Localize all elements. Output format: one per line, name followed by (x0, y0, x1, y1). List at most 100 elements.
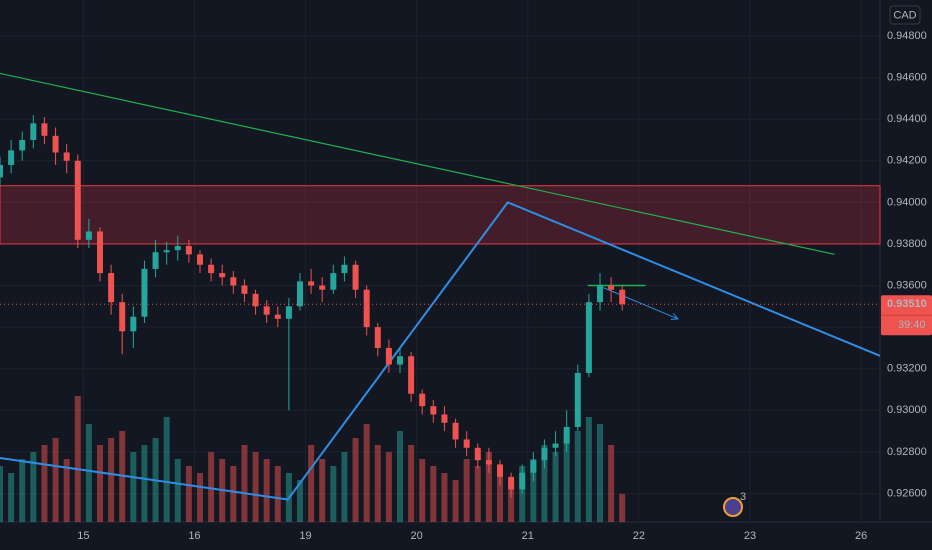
volume-bar (352, 438, 359, 522)
candle-body (608, 285, 615, 290)
volume-bar (274, 466, 281, 522)
y-tick-label: 0.93600 (887, 279, 927, 291)
candle-body (19, 139, 26, 151)
volume-bar (297, 480, 303, 522)
volume-bar (385, 452, 392, 522)
volume-bar (74, 396, 81, 522)
volume-bar (63, 459, 70, 522)
candle-body (541, 447, 548, 461)
volume-bar (341, 452, 348, 522)
trend-line (0, 72, 835, 255)
candle-body (30, 123, 37, 140)
candle-body (230, 277, 237, 286)
candle-body (308, 281, 315, 286)
candle-body (163, 250, 170, 253)
volume-bar (241, 445, 248, 522)
countdown: 39:40 (898, 319, 926, 331)
candle-body (263, 306, 270, 315)
currency-badge[interactable] (889, 5, 921, 25)
candle-body (441, 414, 448, 423)
candle-body (452, 422, 459, 440)
volume-bar (597, 424, 603, 522)
volume-bar (52, 438, 59, 522)
volume-bar (419, 459, 426, 522)
y-tick-label: 0.92600 (887, 487, 927, 499)
volume-bar (485, 452, 492, 522)
volume-bar (585, 417, 592, 522)
candle-body (530, 460, 537, 473)
candle-body (319, 285, 326, 290)
volume-bar (330, 466, 337, 522)
volume-bar (374, 445, 381, 522)
candles-layer (0, 115, 626, 498)
candle-body (485, 460, 492, 465)
candle-body (341, 264, 348, 274)
volume-bar (174, 459, 181, 522)
volume-bar (30, 452, 37, 522)
candle-body (219, 273, 226, 278)
x-tick-label: 26 (855, 530, 867, 542)
volume-bar (619, 494, 626, 522)
volume-bar (430, 466, 437, 522)
y-tick-label: 0.94000 (887, 196, 927, 208)
volume-bar (541, 445, 548, 522)
candle-body (385, 347, 392, 365)
candle-body (130, 316, 137, 332)
event-count: 3 (740, 491, 746, 503)
candle-body (41, 123, 48, 136)
x-tick-label: 15 (77, 530, 89, 542)
event-icon[interactable] (723, 497, 743, 517)
candle-body (497, 464, 503, 477)
candle-body (152, 252, 159, 269)
candle-body (408, 356, 415, 394)
candle-body (463, 439, 470, 448)
candle-body (552, 443, 559, 448)
candle-body (97, 231, 103, 274)
candle-body (419, 393, 426, 407)
candle-body (474, 447, 481, 461)
volume-bar (474, 466, 481, 522)
volume-bar (108, 438, 115, 522)
candle-body (597, 285, 603, 303)
candle-body (52, 135, 59, 153)
candle-body (374, 327, 381, 348)
x-tick-label: 21 (522, 530, 534, 542)
candle-body (108, 273, 115, 303)
volume-bar (263, 459, 270, 522)
y-tick-label: 0.92800 (887, 446, 927, 458)
x-tick-label: 22 (633, 530, 645, 542)
volume-bar (97, 445, 103, 522)
y-tick-label: 0.93200 (887, 363, 927, 375)
volume-bar (530, 459, 537, 522)
candle-body (508, 476, 515, 490)
y-tick-label: 0.93800 (887, 238, 927, 250)
candle-body (174, 246, 181, 251)
volume-bar (563, 438, 570, 522)
volume-bar (8, 473, 15, 522)
volume-bar (519, 466, 526, 522)
resistance-zone (0, 185, 881, 245)
volume-bar (363, 424, 370, 522)
volume-bar (452, 480, 459, 522)
volume-bar (508, 480, 515, 522)
x-tick-label: 23 (744, 530, 756, 542)
arrow-head (670, 313, 679, 321)
candle-body (585, 302, 592, 373)
volume-bar (185, 466, 192, 522)
volume-bar (574, 431, 581, 522)
volume-bar (252, 452, 259, 522)
candle-body (252, 293, 259, 307)
candle-body (208, 264, 215, 274)
volume-bar (19, 459, 26, 522)
volume-bar (408, 445, 415, 522)
labels-layer: 0.926000.928000.930000.932000.934000.936… (77, 30, 932, 542)
volume-bar (397, 431, 403, 522)
y-tick-label: 0.94600 (887, 71, 927, 83)
y-tick-label: 0.94400 (887, 113, 927, 125)
candle-body (397, 356, 403, 365)
volume-bar (308, 445, 315, 522)
volume-bar (441, 473, 448, 522)
volume-bar (497, 473, 503, 522)
